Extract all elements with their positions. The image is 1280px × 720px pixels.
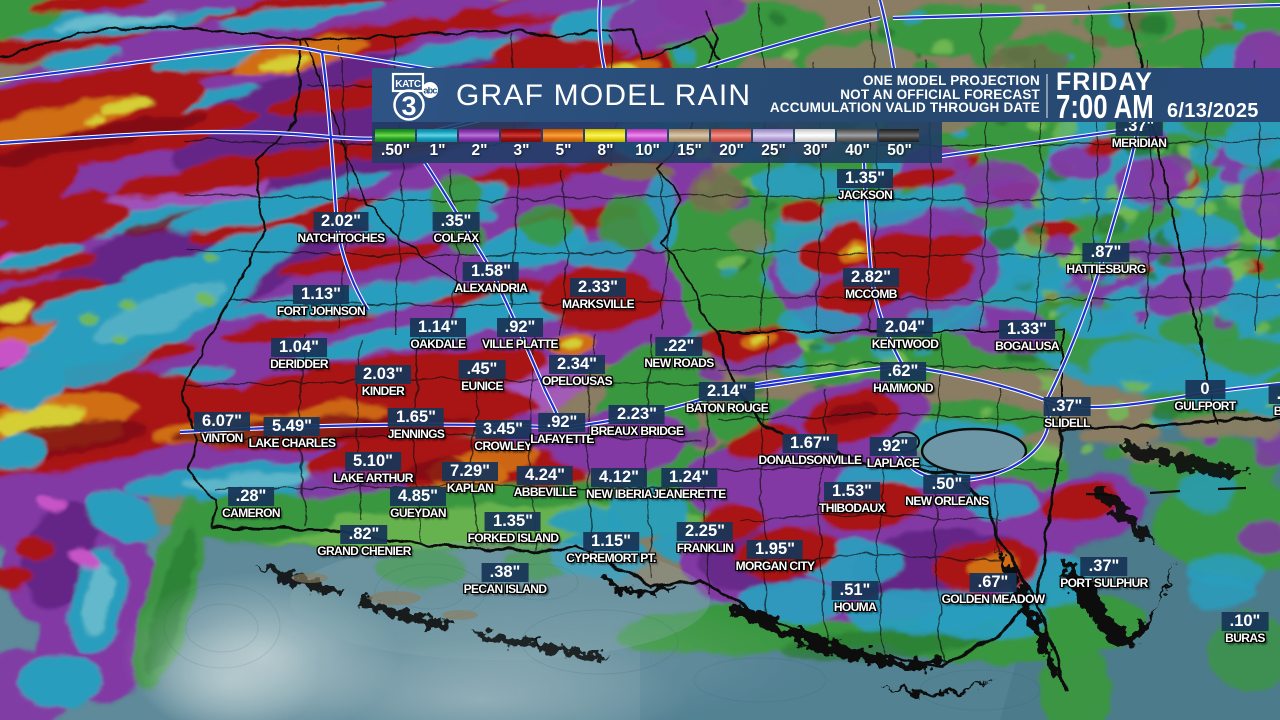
svg-text:KATC: KATC (395, 79, 421, 90)
svg-text:3: 3 (401, 91, 416, 121)
svg-text:abc: abc (423, 86, 437, 96)
